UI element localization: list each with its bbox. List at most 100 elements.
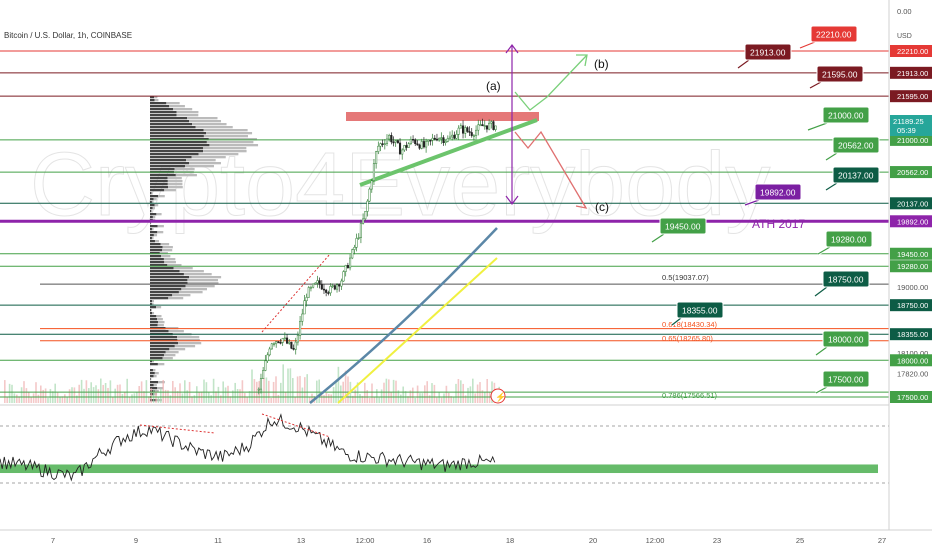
volume-bar xyxy=(448,392,450,403)
candle-body xyxy=(325,289,328,293)
profile-bar-sell xyxy=(151,303,154,306)
candle-body xyxy=(379,143,382,147)
profile-bar xyxy=(150,114,177,117)
level-tag-text: 21000.00 xyxy=(828,111,864,121)
profile-bar xyxy=(150,348,170,351)
profile-bar xyxy=(150,363,158,366)
volume-bar xyxy=(30,396,32,403)
candle-body xyxy=(414,139,417,145)
volume-bar xyxy=(131,394,133,403)
support-trendline xyxy=(359,118,538,187)
candle-body xyxy=(257,388,260,391)
profile-bar xyxy=(150,207,153,210)
volume-bar xyxy=(376,389,378,403)
profile-bar-sell xyxy=(168,330,184,333)
profile-bar xyxy=(150,285,186,288)
candle-body xyxy=(355,238,358,248)
profile-bar xyxy=(150,300,153,303)
profile-bar xyxy=(150,369,153,372)
candle-body xyxy=(429,139,432,142)
axis-price-badge xyxy=(890,90,932,103)
volume-bar xyxy=(16,394,18,403)
profile-bar xyxy=(150,315,157,318)
profile-bar-sell xyxy=(156,399,162,402)
volume-bar xyxy=(469,386,472,403)
profile-bar xyxy=(150,291,179,294)
profile-bar-sell xyxy=(174,345,196,348)
candle-body xyxy=(364,211,367,220)
volume-bar xyxy=(198,392,200,403)
volume-bar xyxy=(352,395,354,403)
profile-bar-sell xyxy=(168,297,184,300)
candle-body xyxy=(390,135,393,143)
volume-bar xyxy=(359,393,361,403)
volume-bar xyxy=(438,392,440,403)
candle-body xyxy=(448,136,452,139)
current-price-value: 21189.25 xyxy=(893,117,924,126)
bearish-arrow-head xyxy=(575,197,588,209)
profile-bar xyxy=(150,372,155,375)
axis-price-badge xyxy=(890,260,932,273)
volume-bar xyxy=(217,386,220,403)
candle-body xyxy=(446,138,449,142)
profile-bar-sell xyxy=(164,261,176,264)
volume-bar xyxy=(181,393,184,403)
profile-bar xyxy=(150,270,180,273)
candle-body xyxy=(288,341,291,344)
volume-bar xyxy=(311,393,313,403)
volume-bar xyxy=(73,387,76,403)
profile-bar xyxy=(150,144,210,147)
candle-body xyxy=(266,354,269,362)
profile-bar-sell xyxy=(168,186,183,189)
candle-body xyxy=(405,145,408,148)
profile-bar-sell xyxy=(169,105,185,108)
profile-bar xyxy=(150,381,159,384)
time-axis-label: 12:00 xyxy=(356,536,375,545)
candle-body xyxy=(494,125,497,130)
volume-bar xyxy=(289,368,292,403)
lightning-icon[interactable] xyxy=(490,388,506,404)
candle-body xyxy=(492,121,495,130)
candle-body xyxy=(420,141,423,149)
profile-bar-sell xyxy=(206,132,253,135)
tag-pointer xyxy=(809,81,822,89)
profile-bar xyxy=(150,342,179,345)
volume-bar xyxy=(474,393,476,403)
profile-bar-sell xyxy=(157,225,164,228)
level-tag-text: 22210.00 xyxy=(816,30,852,40)
volume-bar xyxy=(138,386,140,403)
profile-bar xyxy=(150,258,164,261)
candle-body xyxy=(394,140,397,143)
volume-bar xyxy=(191,396,193,403)
volume-bar xyxy=(112,396,114,403)
candle-body xyxy=(457,127,460,135)
profile-bar-sell xyxy=(152,312,155,315)
profile-bar-sell xyxy=(203,150,247,153)
profile-bar-sell xyxy=(153,198,157,201)
profile-bar xyxy=(150,132,207,135)
volume-bar xyxy=(472,378,474,403)
profile-bar xyxy=(150,135,204,138)
level-tag-text: 18000.00 xyxy=(828,335,864,345)
volume-bar xyxy=(13,393,16,403)
profile-bar-sell xyxy=(154,99,159,102)
volume-bar xyxy=(371,383,373,403)
axis-price-label: 20562.00 xyxy=(897,168,928,177)
profile-bar xyxy=(150,96,155,99)
profile-bar xyxy=(150,153,199,156)
profile-bar-sell xyxy=(195,126,233,129)
profile-bar xyxy=(150,195,159,198)
profile-bar xyxy=(150,324,158,327)
volume-bar xyxy=(83,388,85,403)
volume-bar xyxy=(234,382,236,403)
profile-bar-sell xyxy=(162,249,173,252)
candle-body xyxy=(290,341,293,349)
volume-bar xyxy=(212,378,215,403)
volume-bar xyxy=(402,386,404,403)
candle-body xyxy=(468,131,471,133)
level-tag xyxy=(676,301,724,319)
volume-bar xyxy=(275,376,277,403)
candle-body xyxy=(344,265,347,272)
time-axis-label: 20 xyxy=(589,536,597,545)
